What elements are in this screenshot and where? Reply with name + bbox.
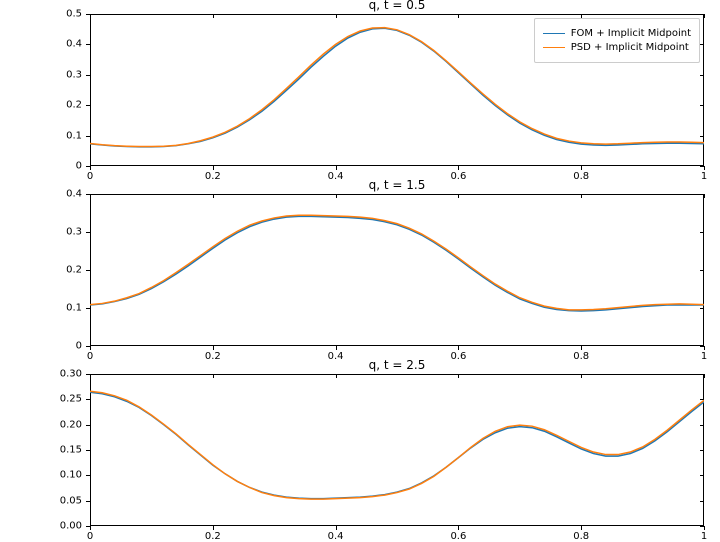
- legend-swatch: [543, 33, 565, 34]
- legend-label: PSD + Implicit Midpoint: [571, 42, 689, 53]
- legend-label: FOM + Implicit Midpoint: [571, 28, 691, 39]
- figure: 00.20.40.60.8100.10.20.30.40.5q, t = 0.5…: [0, 0, 720, 540]
- curves-q3: [0, 0, 720, 540]
- legend: FOM + Implicit Midpoint PSD + Implicit Mi…: [534, 18, 700, 63]
- series-line: [90, 391, 704, 499]
- legend-item: FOM + Implicit Midpoint: [543, 28, 691, 39]
- legend-item: PSD + Implicit Midpoint: [543, 42, 691, 53]
- legend-swatch: [543, 47, 565, 48]
- series-line: [90, 392, 704, 498]
